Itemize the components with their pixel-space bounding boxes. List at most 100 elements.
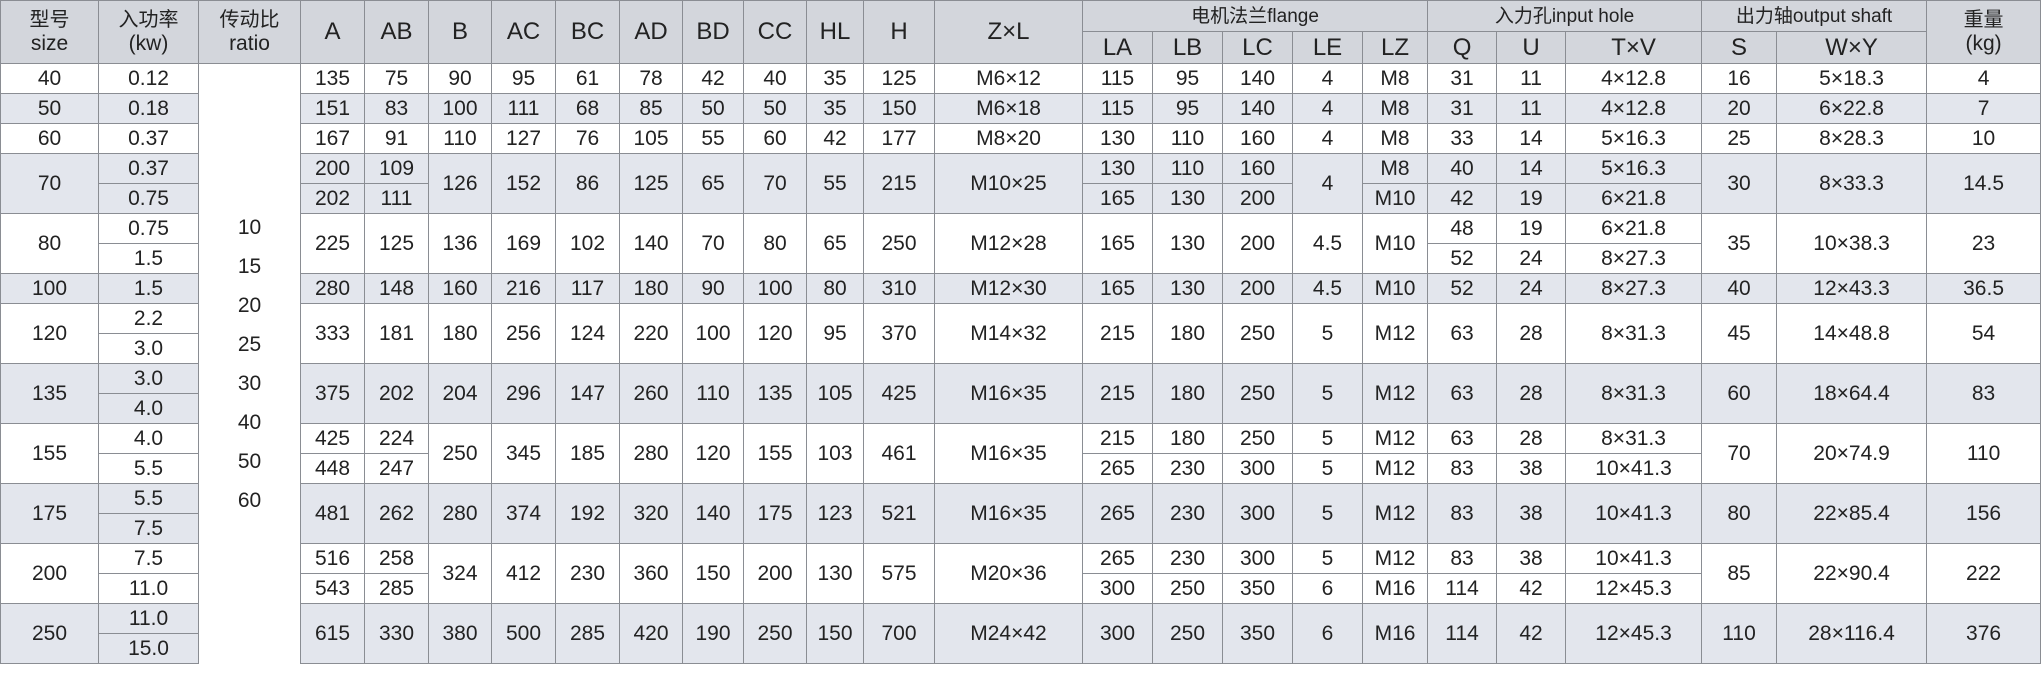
hl-cell: 35 (806, 93, 864, 124)
header-size-cn: 型号 (29, 9, 70, 31)
la-cell: 300 (1082, 603, 1153, 664)
bc-cell: 185 (555, 423, 620, 484)
a-cell: 280 (300, 273, 365, 304)
ad-cell: 320 (619, 483, 683, 544)
le-cell: 4 (1292, 123, 1363, 154)
w-cell: 36.5 (1926, 273, 2042, 304)
header-AD: AD (619, 0, 683, 64)
a-cell: 481 (300, 483, 365, 544)
a-cell: 615 (300, 603, 365, 664)
table-row: 120 2.2 333 181 180 256 124 220 100 120 95 370 M14×3… (0, 303, 2042, 364)
size-cell: 250 (0, 603, 99, 664)
tv-cell: 12×45.3 (1565, 573, 1703, 604)
power-cell: 3.0 (98, 333, 199, 364)
u-cell: 11 (1496, 63, 1567, 94)
header-LA: LA (1082, 31, 1153, 64)
s-cell: 25 (1701, 123, 1778, 154)
bc-cell: 76 (555, 123, 620, 154)
ratio-value: 20 (237, 293, 262, 317)
s-cell: 60 (1701, 363, 1778, 424)
le-cell: 6 (1292, 573, 1363, 604)
bc-cell: 86 (555, 153, 620, 214)
a-cell: 151 (300, 93, 365, 124)
bc-cell: 68 (555, 93, 620, 124)
lb-cell: 230 (1152, 483, 1223, 544)
h-cell: 150 (863, 93, 935, 124)
lc-cell: 250 (1222, 363, 1293, 424)
le-cell: 4 (1292, 153, 1363, 214)
q-cell: 40 (1427, 153, 1498, 184)
w-cell: 83 (1926, 363, 2042, 424)
ratio-value: 50 (237, 449, 262, 473)
q-cell: 114 (1427, 573, 1498, 604)
w-cell: 14.5 (1926, 153, 2042, 214)
hl-cell: 123 (806, 483, 864, 544)
lb-cell: 250 (1152, 603, 1223, 664)
s-cell: 85 (1701, 543, 1778, 604)
le-cell: 5 (1292, 423, 1363, 454)
w-cell: 7 (1926, 93, 2042, 124)
wy-cell: 6×22.8 (1776, 93, 1928, 124)
a-cell: 425 (300, 423, 365, 454)
cc-cell: 40 (743, 63, 807, 94)
power-cell: 11.0 (98, 573, 199, 604)
ad-cell: 280 (619, 423, 683, 484)
wy-cell: 22×90.4 (1776, 543, 1928, 604)
ratio-value: 25 (237, 332, 262, 356)
ad-cell: 125 (619, 153, 683, 214)
h-cell: 461 (863, 423, 935, 484)
power-cell: 4.0 (98, 423, 199, 454)
size-cell: 200 (0, 543, 99, 604)
b-cell: 160 (428, 273, 492, 304)
u-cell: 24 (1496, 243, 1567, 274)
ad-cell: 105 (619, 123, 683, 154)
lc-cell: 350 (1222, 603, 1293, 664)
lz-cell: M12 (1361, 453, 1429, 484)
ac-cell: 296 (491, 363, 556, 424)
lb-cell: 180 (1152, 363, 1223, 424)
u-cell: 11 (1496, 93, 1567, 124)
ac-cell: 216 (491, 273, 556, 304)
wy-cell: 14×48.8 (1776, 303, 1928, 364)
ratio-value: 15 (237, 254, 262, 278)
le-cell: 4 (1292, 93, 1363, 124)
lb-cell: 130 (1152, 183, 1223, 214)
h-cell: 425 (863, 363, 935, 424)
ab-cell: 181 (364, 303, 429, 364)
lc-cell: 300 (1222, 543, 1293, 574)
lb-cell: 250 (1152, 573, 1223, 604)
q-cell: 48 (1427, 213, 1498, 244)
size-cell: 80 (0, 213, 99, 274)
table-row: 250 11.0 615 330 380 500 285 420 190 250 150 700 M24… (0, 603, 2042, 664)
hl-cell: 65 (806, 213, 864, 274)
le-cell: 5 (1292, 483, 1363, 544)
size-cell: 155 (0, 423, 99, 484)
ab-cell: 285 (364, 573, 429, 604)
w-cell: 156 (1926, 483, 2042, 544)
tv-cell: 4×12.8 (1565, 63, 1703, 94)
a-cell: 375 (300, 363, 365, 424)
ratio-value: 40 (237, 410, 262, 434)
header-zxl: Z×L (934, 0, 1083, 64)
ad-cell: 260 (619, 363, 683, 424)
tv-cell: 8×31.3 (1565, 423, 1703, 454)
a-cell: 516 (300, 543, 365, 574)
lz-cell: M10 (1361, 183, 1429, 214)
lz-cell: M12 (1361, 543, 1429, 574)
hl-cell: 42 (806, 123, 864, 154)
lc-cell: 300 (1222, 453, 1293, 484)
table-row: 5.5 448 247 265 230 300 5 M12 83 38 10×41.3 (1, 453, 2041, 484)
la-cell: 265 (1082, 543, 1153, 574)
q-cell: 63 (1427, 303, 1498, 364)
ad-cell: 220 (619, 303, 683, 364)
la-cell: 130 (1082, 123, 1153, 154)
lz-cell: M8 (1361, 123, 1429, 154)
ac-cell: 152 (491, 153, 556, 214)
lz-cell: M12 (1361, 303, 1429, 364)
lb-cell: 130 (1152, 273, 1223, 304)
header-LZ: LZ (1361, 31, 1429, 64)
table-row: 200 7.5 516 258 324 412 230 360 150 200 130 575 M20×… (0, 543, 2042, 604)
ad-cell: 420 (619, 603, 683, 664)
q-cell: 52 (1427, 243, 1498, 274)
le-cell: 4 (1292, 63, 1363, 94)
